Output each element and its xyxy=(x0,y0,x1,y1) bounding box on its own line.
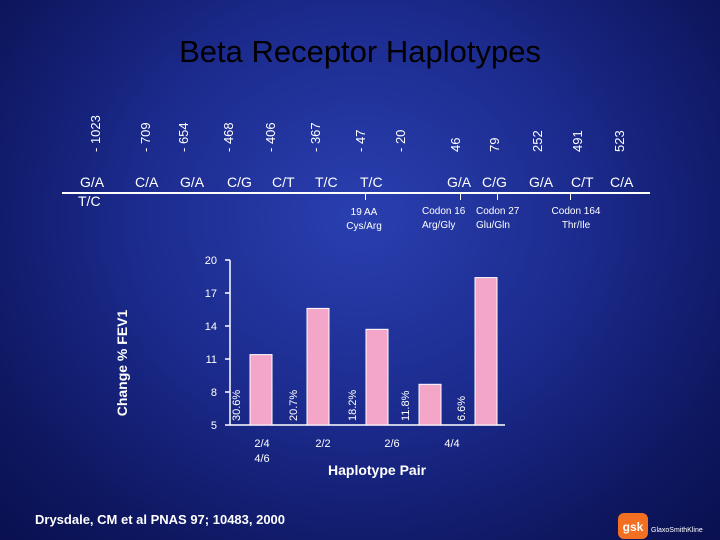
genotype-label: C/T xyxy=(571,174,594,190)
bar xyxy=(365,328,389,426)
y-tick-label: 8 xyxy=(211,387,217,399)
x-tick-label: 4/6 xyxy=(254,453,269,465)
svg-text:gsk: gsk xyxy=(623,520,644,534)
y-tick-label: 14 xyxy=(205,321,217,333)
codon-note-line: Arg/Gly xyxy=(422,220,456,231)
genotype-label: G/A xyxy=(529,174,554,190)
bar-value-label: 11.8% xyxy=(400,390,412,421)
codon-note: 19 AA Cys/Arg xyxy=(338,206,390,234)
x-tick-label: 4/4 xyxy=(444,438,459,450)
codon-note-line: Glu/Gln xyxy=(476,220,510,231)
gsk-logo: gsk GlaxoSmithKline xyxy=(618,513,703,539)
genotype-label: G/A xyxy=(180,174,205,190)
genotype-label: C/T xyxy=(272,174,295,190)
x-tick-label: 2/6 xyxy=(384,438,399,450)
genotype-label: C/G xyxy=(227,174,252,190)
coding-line xyxy=(420,192,650,194)
x-axis-title: Haplotype Pair xyxy=(328,462,427,478)
genotype-label: C/G xyxy=(482,174,507,190)
codon-note-line: Codon 164 xyxy=(551,206,601,217)
y-tick-label: 20 xyxy=(205,255,217,267)
bar-value-label: 30.6% xyxy=(231,390,243,421)
codon-note-line: Cys/Arg xyxy=(346,221,382,232)
gene-tick xyxy=(365,194,366,200)
citation: Drysdale, CM et al PNAS 97; 10483, 2000 xyxy=(35,512,286,527)
genotype-label: T/C xyxy=(360,174,383,190)
bar xyxy=(474,277,498,426)
gene-line xyxy=(62,192,420,194)
y-tick-label: 17 xyxy=(205,288,217,300)
x-tick-label: 2/4 xyxy=(254,438,269,450)
bar xyxy=(306,307,330,426)
bar xyxy=(249,354,273,426)
gene-tick xyxy=(460,194,461,200)
y-axis-title: Change % FEV1 xyxy=(114,309,130,417)
codon-note: Codon 164 Thr/Ile xyxy=(544,205,608,233)
y-tick-label: 11 xyxy=(206,354,217,366)
gene-tick xyxy=(570,194,571,200)
gene-tick xyxy=(497,194,498,200)
genotype-label: C/A xyxy=(610,174,634,190)
codon-note-line: Codon 16 xyxy=(422,206,466,217)
codon-note-line: Thr/Ile xyxy=(561,220,591,231)
codon-note-line: 19 AA xyxy=(350,207,378,218)
x-tick-label: 2/2 xyxy=(315,438,330,450)
codon-note: Codon 27 Glu/Gln xyxy=(476,205,528,233)
genotype-label: G/A xyxy=(447,174,472,190)
genotype-label: T/C xyxy=(315,174,338,190)
codon-note-line: Codon 27 xyxy=(476,206,520,217)
slide-title: Beta Receptor Haplotypes xyxy=(179,34,541,69)
bar-value-label: 18.2% xyxy=(347,390,359,421)
genotype-label: T/C xyxy=(78,193,101,209)
bar-value-label: 6.6% xyxy=(456,396,468,421)
bar xyxy=(418,383,442,426)
genotype-label: C/A xyxy=(135,174,159,190)
svg-text:GlaxoSmithKline: GlaxoSmithKline xyxy=(651,527,703,534)
bar-value-label: 20.7% xyxy=(288,390,300,421)
genotype-label: G/A xyxy=(80,174,105,190)
codon-note: Codon 16 Arg/Gly xyxy=(422,205,478,233)
y-tick-label: 5 xyxy=(211,420,217,432)
